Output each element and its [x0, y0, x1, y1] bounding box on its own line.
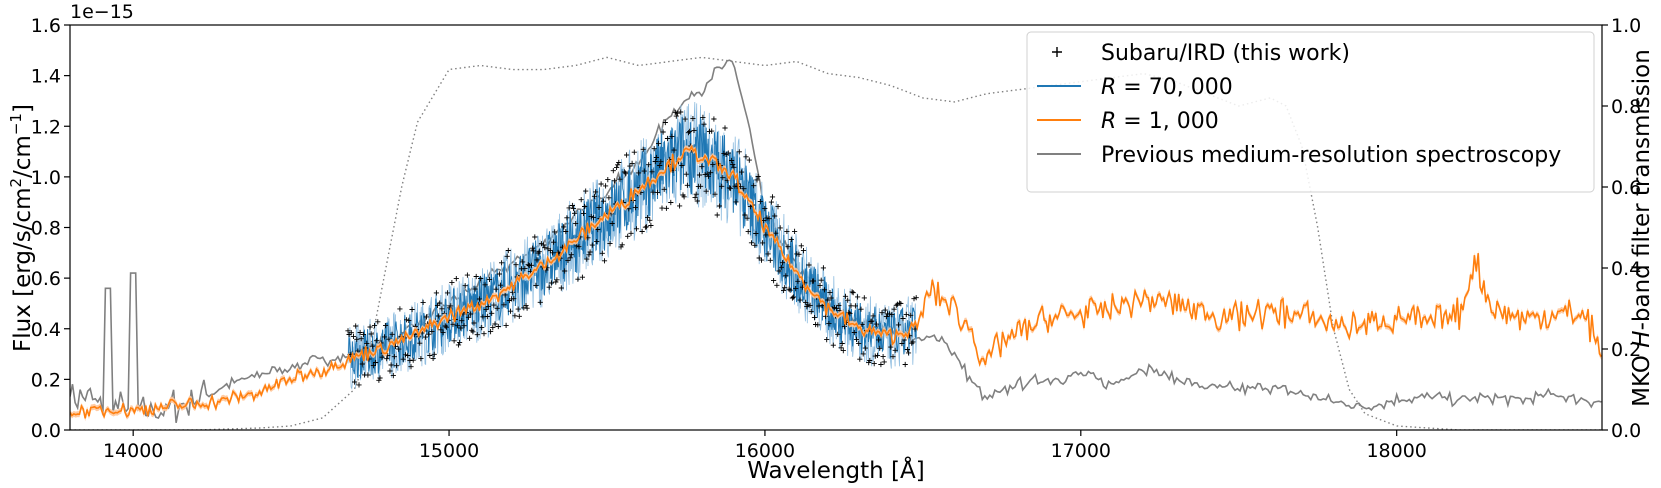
y-axis-right-label: MKO H-band filter transmission	[1629, 49, 1655, 407]
r1k-spectrum-line	[70, 145, 1602, 419]
y-left-tick-label: 0.0	[31, 420, 61, 442]
y-right-tick-label: 0.2	[1611, 339, 1641, 361]
y-axis-right: 0.0 0.2 0.4 0.6 0.8 1.0	[1602, 15, 1641, 442]
legend-item-r70k: R = 70, 000	[1037, 75, 1233, 100]
y-axis-left: 0.0 0.2 0.4 0.6 0.8 1.0 1.2 1.4 1.6	[31, 15, 70, 442]
r70k-spectrum-line	[347, 116, 917, 379]
x-axis-label: Wavelength [Å]	[747, 456, 924, 484]
legend-label-prev: Previous medium-resolution spectroscopy	[1101, 143, 1561, 168]
y-left-tick-label: 1.6	[31, 15, 61, 37]
y-right-tick-label: 0.4	[1611, 258, 1641, 280]
series-layer	[70, 56, 1602, 430]
legend: Subaru/IRD (this work) R = 70, 000 R = 1…	[1026, 31, 1595, 193]
legend-item-ird: Subaru/IRD (this work)	[1052, 41, 1350, 66]
legend-label-r1k: R = 1, 000	[1101, 109, 1219, 134]
y-left-tick-label: 1.2	[31, 116, 61, 138]
x-tick-label: 17000	[1051, 440, 1111, 462]
y-left-tick-label: 0.6	[31, 268, 61, 290]
y-left-tick-label: 1.0	[31, 167, 61, 189]
legend-item-r1k: R = 1, 000	[1037, 109, 1219, 134]
y-right-tick-label: 1.0	[1611, 15, 1641, 37]
x-tick-label: 15000	[419, 440, 479, 462]
legend-marker-plus	[1052, 47, 1062, 57]
y-right-tick-label: 0.6	[1611, 177, 1641, 199]
y-right-tick-label: 0.8	[1611, 96, 1641, 118]
y-right-tick-label: 0.0	[1611, 420, 1641, 442]
y-left-tick-label: 1.4	[31, 66, 61, 88]
x-axis: 14000 15000 16000 17000 18000	[103, 430, 1427, 462]
legend-item-prev: Previous medium-resolution spectroscopy	[1037, 143, 1561, 168]
r70k-errorbars	[347, 101, 917, 390]
x-tick-label: 18000	[1366, 440, 1426, 462]
x-tick-label: 14000	[103, 440, 163, 462]
y-left-tick-label: 0.2	[31, 369, 61, 391]
y-offset-label: 1e−15	[70, 1, 134, 23]
y-left-tick-label: 0.8	[31, 218, 61, 240]
filter-transmission-line	[70, 56, 1602, 430]
legend-label-ird: Subaru/IRD (this work)	[1101, 41, 1350, 66]
legend-box	[1026, 31, 1595, 193]
y-left-tick-label: 0.4	[31, 319, 61, 341]
x-tick-label: 16000	[735, 440, 795, 462]
legend-label-r70k: R = 70, 000	[1101, 75, 1233, 100]
y-axis-left-label: Flux [erg/s/cm2/cm−1]	[7, 104, 36, 352]
